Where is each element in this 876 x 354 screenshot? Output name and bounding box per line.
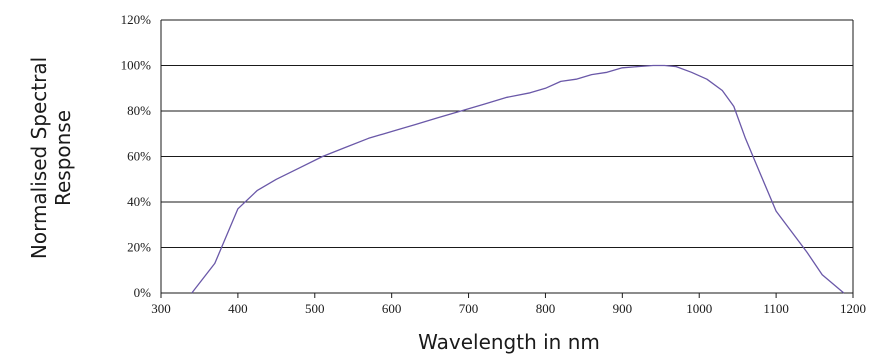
y-tick-label: 60%	[127, 149, 151, 164]
x-tick-label: 600	[382, 301, 402, 316]
x-tick-label: 900	[613, 301, 633, 316]
x-tick-label: 500	[305, 301, 325, 316]
x-tick-label: 1100	[763, 301, 789, 316]
x-tick-label: 1000	[686, 301, 712, 316]
y-tick-label: 120%	[121, 12, 152, 27]
y-tick-label: 0%	[134, 285, 152, 300]
y-tick-label: 80%	[127, 103, 151, 118]
x-axis-ticks: 300 400 500 600 700 800 900 1000 1100 1200	[151, 293, 866, 316]
y-axis-title-line-2: Response	[51, 110, 75, 206]
y-tick-label: 20%	[127, 240, 151, 255]
x-tick-label: 700	[459, 301, 479, 316]
spectral-response-line	[191, 64, 845, 294]
x-tick-label: 400	[228, 301, 248, 316]
x-axis-title: Wavelength in nm	[418, 330, 600, 354]
plot-area	[191, 64, 845, 294]
y-axis-title-line-1: Normalised Spectral	[27, 57, 51, 259]
x-tick-label: 1200	[840, 301, 866, 316]
x-tick-label: 300	[151, 301, 171, 316]
gridlines	[160, 19, 854, 294]
y-axis-ticks: 0% 20% 40% 60% 80% 100% 120%	[121, 12, 152, 300]
y-tick-label: 100%	[121, 58, 152, 73]
y-tick-label: 40%	[127, 194, 151, 209]
y-axis-title: Normalised Spectral Response	[27, 57, 75, 259]
x-tick-label: 800	[536, 301, 556, 316]
